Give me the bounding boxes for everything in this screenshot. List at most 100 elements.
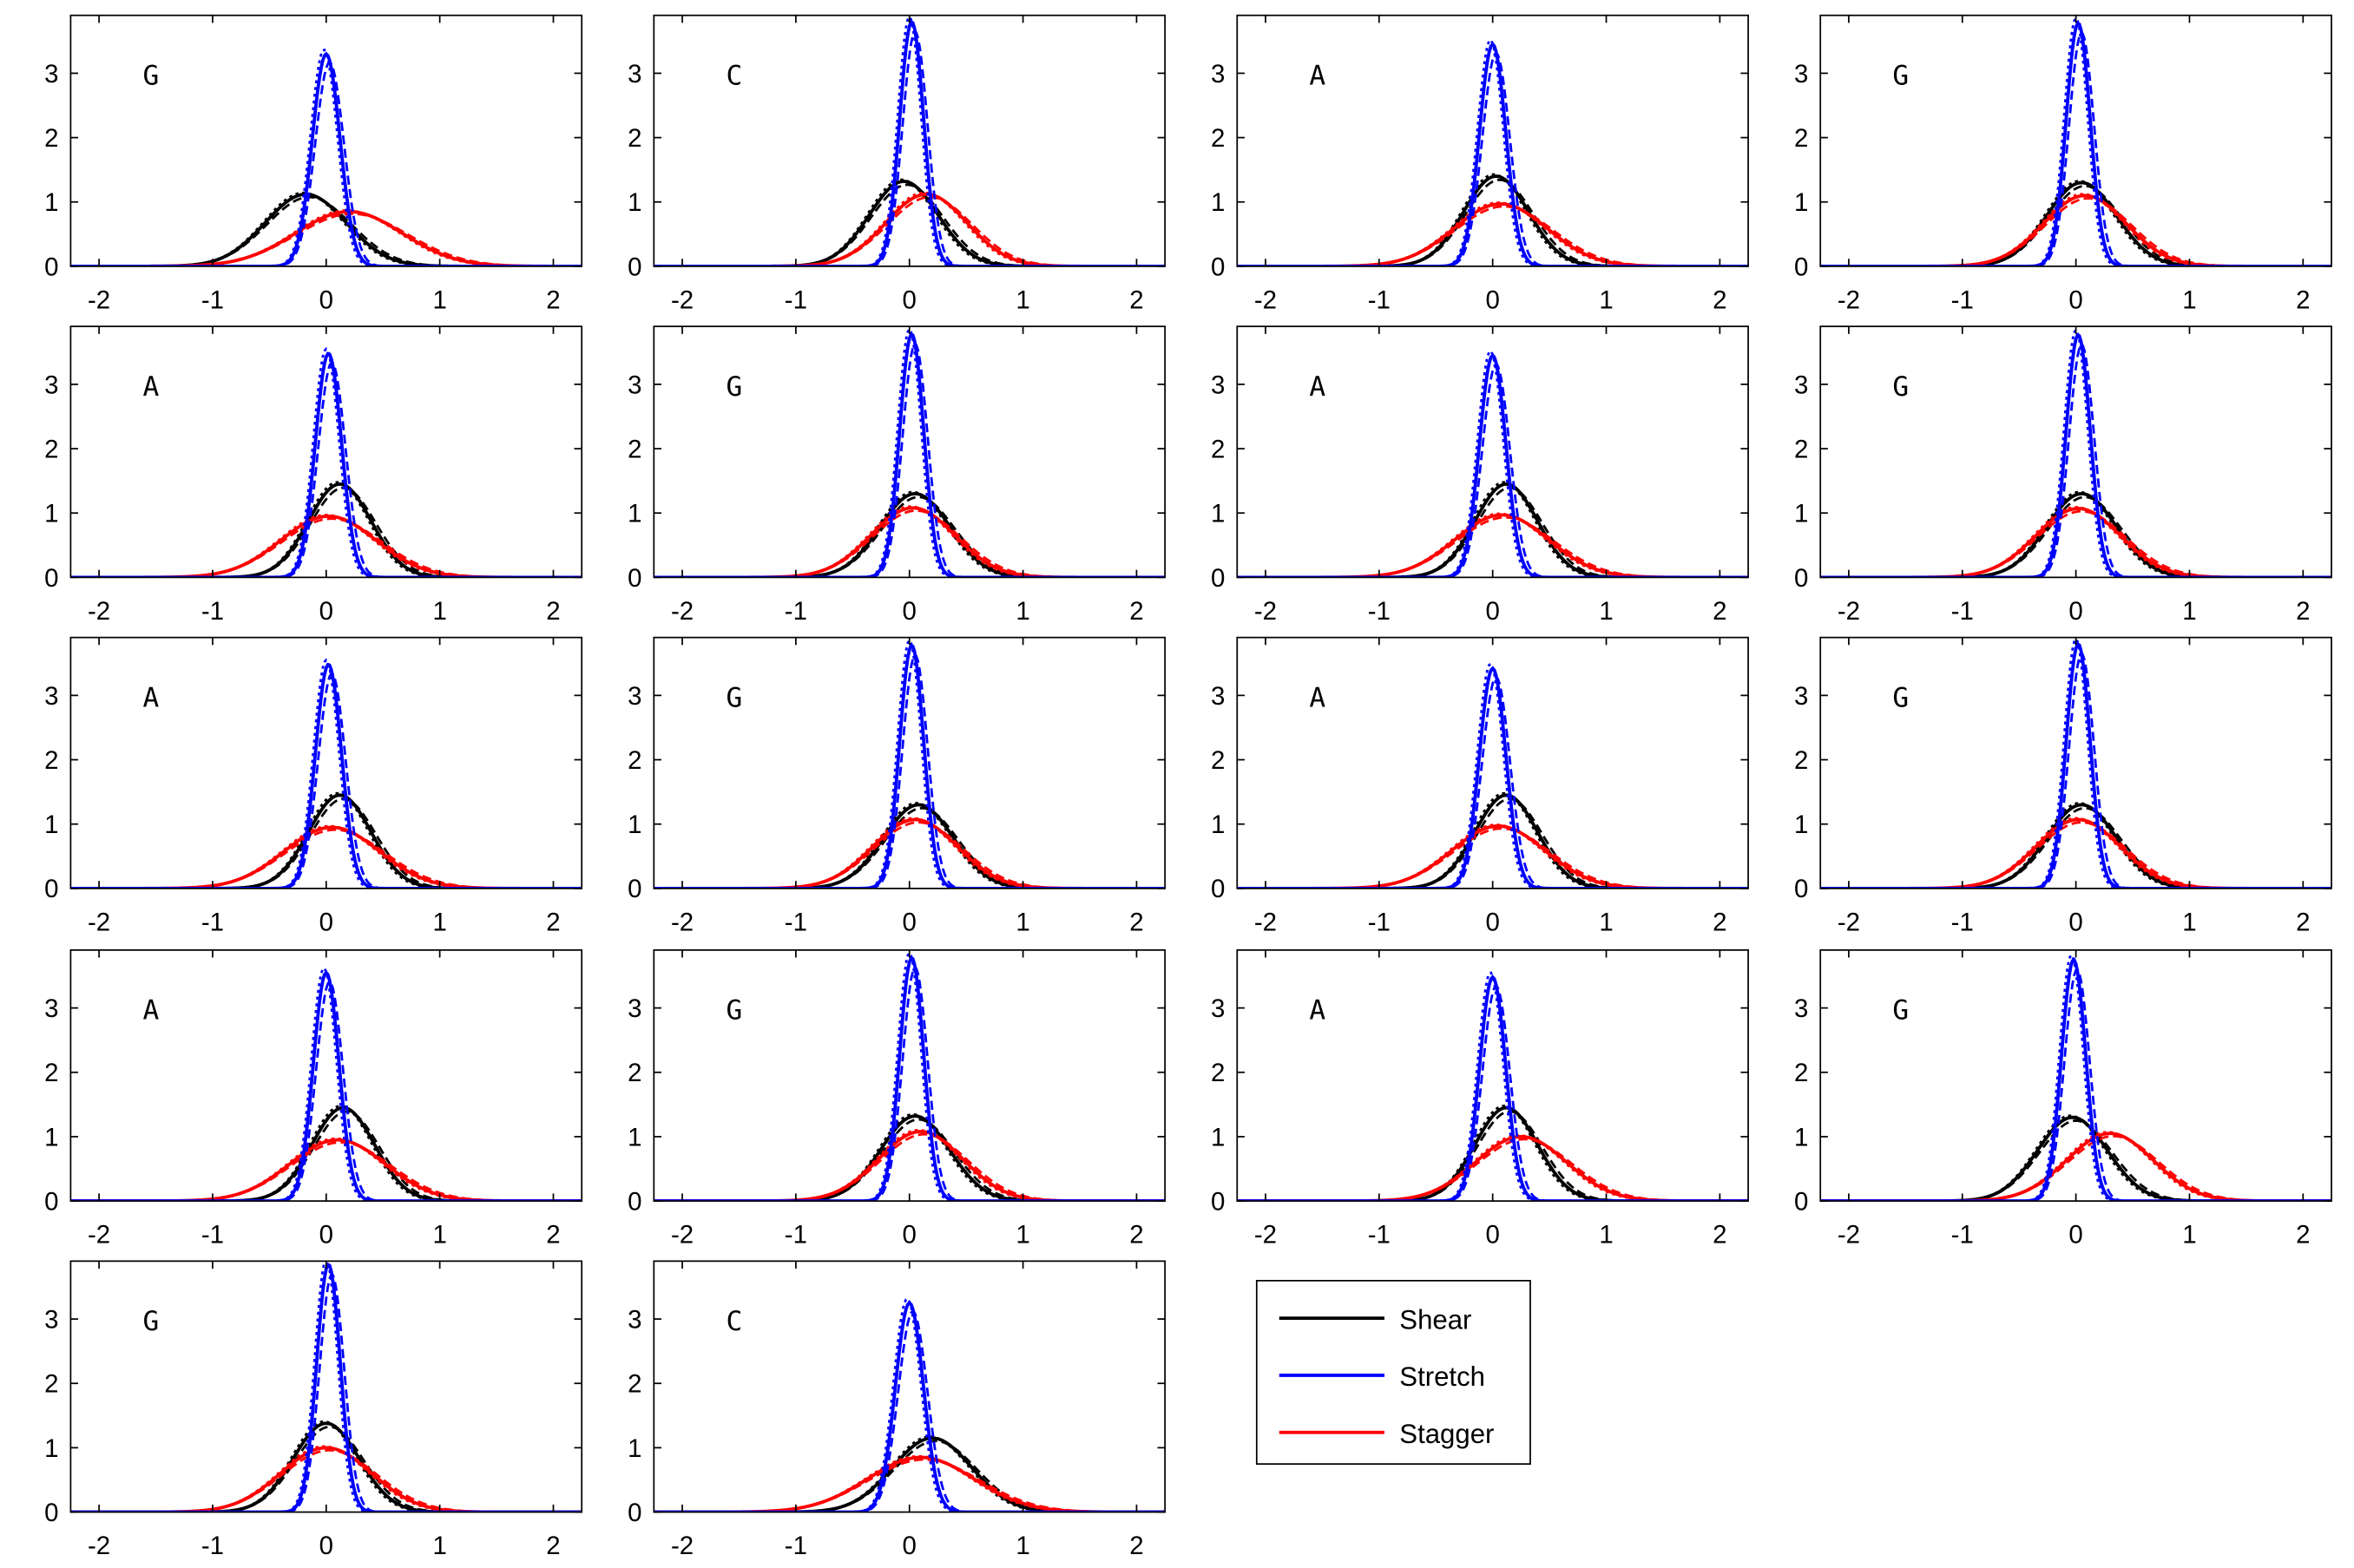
x-tick-label: 0 <box>1485 1221 1499 1250</box>
y-tick-label: 0 <box>44 253 58 281</box>
y-tick-label: 1 <box>1794 188 1808 217</box>
y-tick-label: 1 <box>1794 1123 1808 1151</box>
x-tick-label: 2 <box>546 908 560 936</box>
x-tick-label: 2 <box>1129 908 1143 936</box>
stagger-curve <box>654 817 1166 889</box>
shear-curve-variant <box>70 1420 582 1512</box>
shear-curve-variant <box>1237 486 1749 578</box>
x-tick-label: -1 <box>785 1221 807 1250</box>
stretch-curve-variant <box>1237 38 1749 266</box>
y-tick-label: 1 <box>1211 188 1225 217</box>
x-tick-label: -1 <box>201 597 224 626</box>
y-tick-label: 1 <box>1211 500 1225 528</box>
stagger-curve-variant <box>70 212 582 266</box>
y-tick-label: 3 <box>1211 371 1225 399</box>
y-tick-label: 0 <box>1211 253 1225 281</box>
shear-curve-variant <box>654 802 1166 889</box>
y-tick-label: 1 <box>44 1434 58 1463</box>
axes-frame <box>1236 325 1749 579</box>
x-tick-label: 0 <box>903 1532 917 1560</box>
x-tick-label: 2 <box>1713 908 1726 936</box>
stagger-curve-variant <box>70 824 582 889</box>
shear-curve-variant <box>654 1440 1166 1512</box>
x-tick-label: 1 <box>432 1221 446 1250</box>
y-tick-label: 0 <box>1211 1187 1225 1216</box>
y-tick-label: 3 <box>44 371 58 399</box>
stretch-curve-variant <box>1237 362 1749 578</box>
curves <box>654 15 1166 266</box>
stretch-curve <box>70 969 582 1202</box>
panel-label: G <box>143 1306 160 1337</box>
panel-7: -2 -1 0 1 2 0 1 2 3 A <box>1211 325 1749 626</box>
x-tick-label: -2 <box>1838 908 1860 936</box>
shear-curve <box>1820 803 2332 889</box>
stagger-curve-variant <box>654 821 1166 889</box>
x-tick-label: -1 <box>1951 908 1974 936</box>
panel-label: G <box>1892 682 1909 713</box>
x-tick-label: -1 <box>1368 597 1391 626</box>
stretch-curve-variant <box>1820 31 2332 266</box>
x-tick-label: 2 <box>1713 1221 1726 1250</box>
shear-curve-variant <box>654 1435 1166 1512</box>
x-tick-label: 2 <box>2296 285 2310 314</box>
panel-label: A <box>143 995 160 1027</box>
x-tick-label: -1 <box>785 1532 807 1560</box>
shear-curve-variant <box>1237 791 1749 889</box>
y-tick-label: 2 <box>44 1059 58 1087</box>
x-tick-label: 2 <box>546 1532 560 1560</box>
y-tick-label: 3 <box>1794 682 1808 711</box>
stagger-curve-variant <box>1820 1134 2332 1202</box>
x-tick-label: -2 <box>1254 1221 1277 1250</box>
y-tick-label: 2 <box>44 1370 58 1399</box>
panel-8: -2 -1 0 1 2 0 1 2 3 G <box>1794 325 2332 626</box>
x-tick-label: -2 <box>1254 597 1277 626</box>
stretch-curve-variant <box>70 672 582 889</box>
shear-curve <box>1820 180 2332 266</box>
stretch-curve-variant <box>1820 652 2332 889</box>
x-tick-label: -2 <box>671 1532 694 1560</box>
x-tick-label: 0 <box>319 285 333 314</box>
stagger-curve-variant <box>1237 512 1749 578</box>
y-tick-label: 3 <box>628 1305 641 1334</box>
shear-curve-variant <box>654 806 1166 889</box>
y-tick-label: 1 <box>44 188 58 217</box>
stagger-curve-variant <box>70 517 582 578</box>
shear-curve <box>654 1436 1166 1512</box>
panel-label: G <box>1892 371 1909 403</box>
x-tick-label: -1 <box>785 285 807 314</box>
axes-frame <box>1236 14 1749 267</box>
y-tick-label: 0 <box>44 564 58 593</box>
stretch-curve-variant <box>654 30 1166 266</box>
x-tick-label: 2 <box>1713 597 1726 626</box>
y-tick-label: 2 <box>628 435 641 463</box>
stagger-curve-variant <box>70 1448 582 1512</box>
x-tick-label: -2 <box>1254 908 1277 936</box>
stretch-curve <box>654 331 1166 578</box>
y-tick-label: 0 <box>628 253 641 281</box>
shear-curve-variant <box>70 191 582 266</box>
x-tick-label: -2 <box>671 285 694 314</box>
shear-curve <box>654 492 1166 578</box>
panel-label: G <box>726 371 742 403</box>
stagger-curve <box>1820 194 2332 266</box>
stretch-curve-variant <box>1237 349 1749 578</box>
panel-12: -2 -1 0 1 2 0 1 2 3 G <box>1794 636 2332 936</box>
x-tick-label: 1 <box>1016 908 1029 936</box>
y-tick-label: 0 <box>628 1499 641 1527</box>
shear-curve-variant <box>70 1110 582 1202</box>
stagger-curve-variant <box>70 1445 582 1512</box>
stretch-curve-variant <box>1820 343 2332 578</box>
y-tick-label: 3 <box>628 371 641 399</box>
x-tick-label: 2 <box>2296 597 2310 626</box>
shear-curve <box>1237 174 1749 266</box>
x-tick-label: -1 <box>201 1221 224 1250</box>
stretch-curve-variant <box>70 361 582 578</box>
stretch-curve <box>654 643 1166 889</box>
y-tick-label: 2 <box>1211 435 1225 463</box>
stretch-curve <box>1237 974 1749 1202</box>
y-tick-label: 1 <box>628 1123 641 1151</box>
curves <box>654 950 1166 1202</box>
axes-frame <box>1819 948 2332 1202</box>
axes-frame <box>69 325 583 579</box>
x-tick-label: 0 <box>319 908 333 936</box>
